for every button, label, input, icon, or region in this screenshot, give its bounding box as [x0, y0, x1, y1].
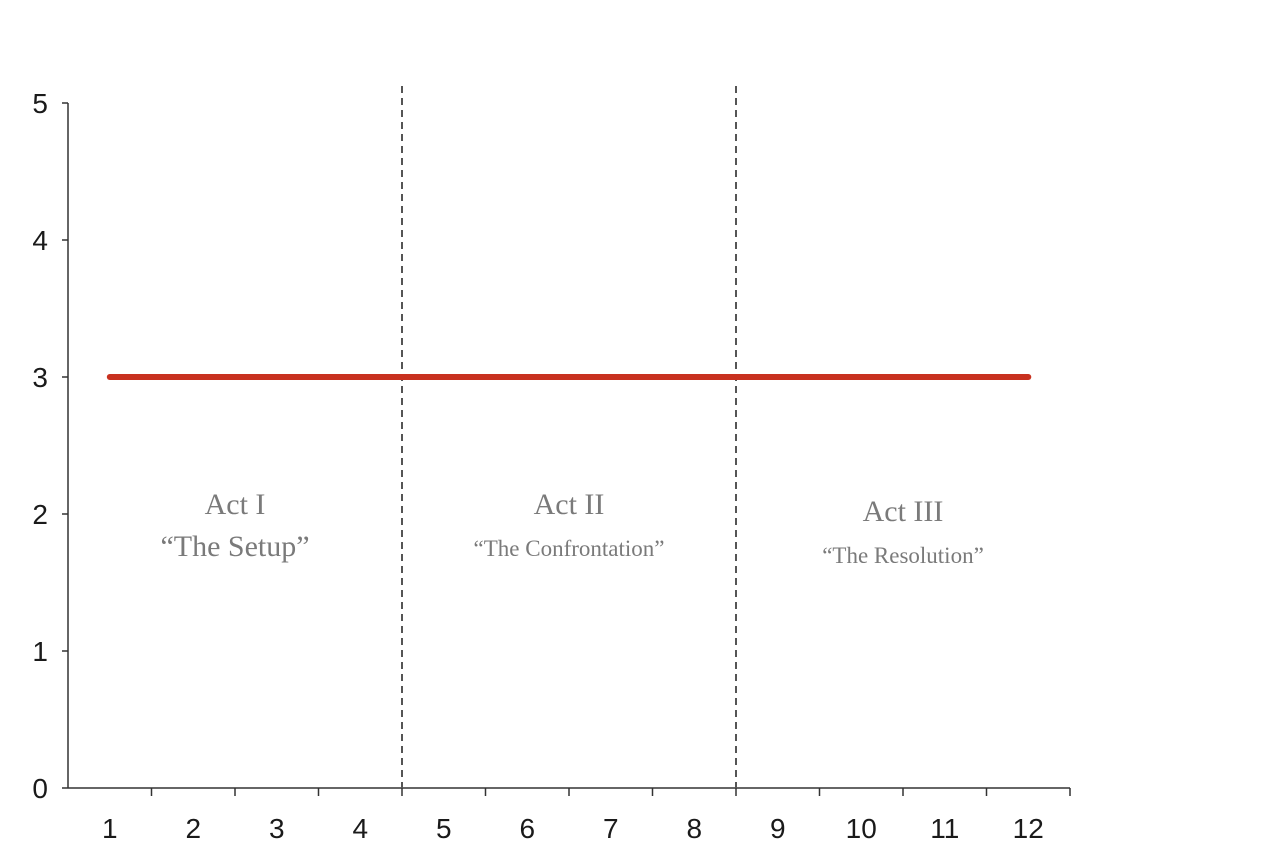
x-axis-ticks: 1 2 3 4 5 6 7 8 9 10 11 12: [102, 788, 1071, 844]
x-tick-label: 5: [436, 813, 452, 844]
act-title: Act II: [534, 488, 605, 521]
act-subtitle: “The Resolution”: [822, 543, 984, 568]
y-tick-label: 2: [32, 499, 48, 530]
x-tick-label: 10: [846, 813, 877, 844]
act-title: Act III: [863, 495, 944, 528]
y-tick-label: 0: [32, 773, 48, 804]
x-tick-label: 1: [102, 813, 118, 844]
x-tick-label: 2: [185, 813, 201, 844]
y-tick-label: 4: [32, 225, 48, 256]
x-tick-label: 3: [269, 813, 285, 844]
act-annotations: Act I “The Setup” Act II “The Confrontation…: [160, 488, 983, 568]
y-tick-label: 5: [32, 88, 48, 119]
act-subtitle: “The Confrontation”: [474, 536, 665, 561]
act-subtitle: “The Setup”: [160, 530, 309, 563]
x-tick-label: 12: [1013, 813, 1044, 844]
x-tick-label: 4: [352, 813, 368, 844]
x-tick-label: 9: [770, 813, 786, 844]
x-tick-label: 6: [519, 813, 535, 844]
x-tick-label: 8: [686, 813, 702, 844]
act-title: Act I: [205, 488, 266, 521]
y-tick-label: 3: [32, 362, 48, 393]
x-tick-label: 11: [930, 813, 959, 844]
y-axis-ticks: 0 1 2 3 4 5: [32, 88, 68, 804]
y-tick-label: 1: [32, 636, 48, 667]
act-dividers: [401, 86, 737, 788]
x-tick-label: 7: [603, 813, 619, 844]
